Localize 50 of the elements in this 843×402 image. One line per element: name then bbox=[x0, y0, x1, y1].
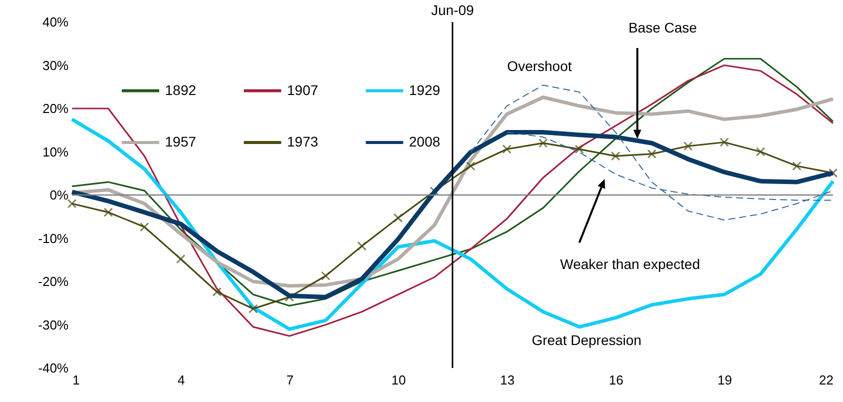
legend-label: 2008 bbox=[409, 134, 440, 150]
point bbox=[683, 142, 693, 151]
point bbox=[466, 161, 476, 171]
ref-line-label: Jun-09 bbox=[431, 2, 474, 18]
point bbox=[176, 254, 186, 264]
point bbox=[720, 138, 729, 147]
x-tick-label: 13 bbox=[500, 372, 515, 388]
legend-label: 1892 bbox=[165, 82, 196, 98]
annotation: Weaker than expected bbox=[560, 256, 700, 272]
annotation: Overshoot bbox=[507, 58, 572, 74]
line-series bbox=[470, 84, 834, 221]
y-tick-label: -10% bbox=[38, 230, 69, 246]
annotation: Base Case bbox=[628, 19, 698, 36]
annotation: Great Depression bbox=[532, 332, 642, 348]
x-tick-label: 19 bbox=[718, 372, 732, 388]
point bbox=[394, 213, 403, 223]
y-tick-label: -40% bbox=[38, 360, 69, 376]
point bbox=[538, 138, 548, 148]
y-tick-label: 0% bbox=[50, 188, 69, 202]
point bbox=[357, 241, 367, 251]
legend-label: 1907 bbox=[287, 82, 318, 98]
point bbox=[321, 271, 330, 280]
y-tick-label: 30% bbox=[42, 58, 69, 73]
point bbox=[756, 147, 766, 156]
point bbox=[67, 199, 77, 208]
legend-label: 1929 bbox=[409, 82, 440, 98]
point bbox=[574, 144, 584, 154]
x-tick-label: 16 bbox=[608, 372, 624, 388]
x-tick-label: 7 bbox=[286, 372, 294, 388]
point bbox=[647, 149, 656, 159]
y-tick-label: 20% bbox=[42, 101, 69, 116]
x-tick-label: 22 bbox=[819, 372, 834, 388]
y-tick-label: 40% bbox=[42, 14, 69, 30]
legend-label: 1957 bbox=[165, 134, 196, 150]
x-tick-label: 1 bbox=[72, 372, 80, 388]
point bbox=[248, 304, 258, 314]
point bbox=[104, 208, 113, 217]
point bbox=[792, 161, 802, 171]
point bbox=[828, 168, 838, 178]
y-tick-label: -20% bbox=[38, 274, 69, 289]
point bbox=[140, 222, 150, 232]
legend-label: 1973 bbox=[287, 134, 318, 150]
y-tick-label: 10% bbox=[42, 144, 69, 160]
x-tick-label: 4 bbox=[178, 372, 185, 388]
y-tick-label: -30% bbox=[38, 317, 69, 332]
point bbox=[610, 151, 620, 161]
point bbox=[502, 144, 512, 154]
line-series bbox=[70, 118, 835, 331]
x-tick-label: 10 bbox=[391, 372, 406, 388]
point bbox=[212, 287, 222, 297]
